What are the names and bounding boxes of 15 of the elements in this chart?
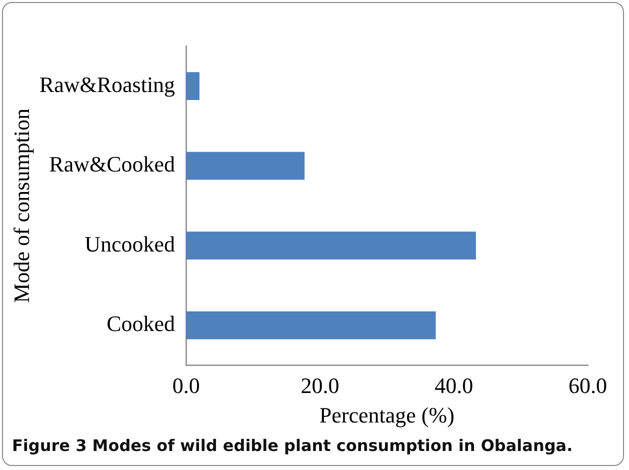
y-tick-label: Raw&Roasting xyxy=(39,72,176,97)
bar xyxy=(186,232,476,260)
bar xyxy=(186,152,305,180)
bar xyxy=(186,72,200,100)
x-tick-label: 60.0 xyxy=(568,373,607,398)
y-tick-label: Uncooked xyxy=(84,231,176,256)
x-tick-label: 20.0 xyxy=(300,373,340,398)
y-tick-label: Raw&Cooked xyxy=(49,152,176,177)
caption: Figure 3 Modes of wild edible plant consumption in Obalanga. xyxy=(12,436,573,455)
x-tick-label: 0.0 xyxy=(172,373,200,398)
x-tick-label: 40.0 xyxy=(434,373,474,398)
y-tick-label: Cooked xyxy=(106,311,176,336)
y-axis-title: Mode of consumption xyxy=(8,108,34,303)
x-axis-title: Percentage (%) xyxy=(319,402,454,428)
bar xyxy=(186,311,436,340)
